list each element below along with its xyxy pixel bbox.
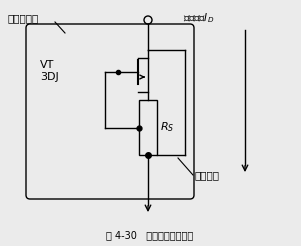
Bar [139, 100, 157, 155]
Text: 源极电阻: 源极电阻 [195, 170, 220, 180]
Text: 图 4-30   场效应管恒流电路: 图 4-30 场效应管恒流电路 [106, 230, 194, 240]
Text: 恒定电流$I_D$: 恒定电流$I_D$ [183, 11, 214, 25]
Text: $R_S$: $R_S$ [160, 121, 174, 134]
Text: 用作恒流管: 用作恒流管 [8, 13, 39, 23]
Text: VT
3DJ: VT 3DJ [40, 60, 59, 82]
